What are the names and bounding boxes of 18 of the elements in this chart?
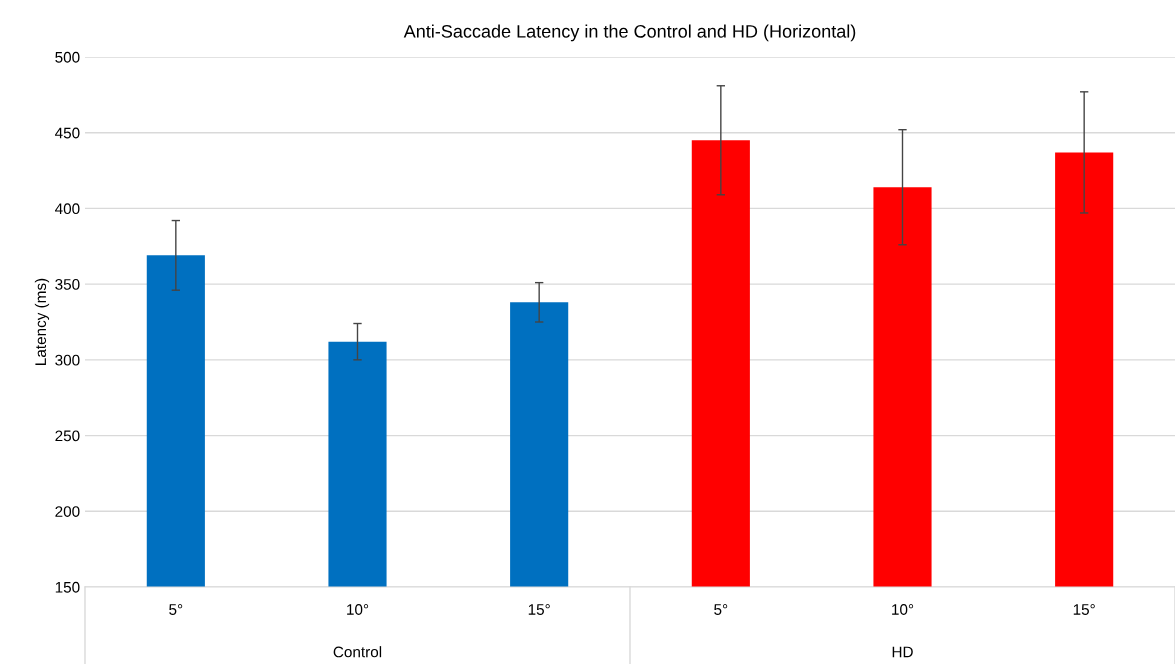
y-tick-label: 350 bbox=[55, 279, 80, 290]
x-tick-label: 10° bbox=[347, 604, 369, 615]
y-tick-label: 200 bbox=[55, 506, 80, 517]
y-tick-label: 150 bbox=[55, 581, 80, 593]
y-tick-label: 450 bbox=[55, 127, 80, 139]
x-tick-label: 10° bbox=[892, 604, 914, 615]
x-tick-label: 5° bbox=[169, 604, 183, 615]
y-tick-label: 250 bbox=[55, 430, 80, 442]
chart-title: Anti-Saccade Latency in the Control and HD (Horizontal) bbox=[403, 24, 856, 42]
y-tick-label: 500 bbox=[55, 51, 80, 63]
y-tick-label: 400 bbox=[55, 203, 80, 215]
x-tick-label: 15° bbox=[528, 604, 550, 615]
y-axis-title: Latency (ms) bbox=[34, 278, 50, 365]
x-tick-label: 5° bbox=[714, 604, 728, 615]
text: Control bbox=[333, 646, 382, 658]
text: HD bbox=[892, 646, 913, 658]
y-tick-label: 300 bbox=[55, 354, 80, 366]
x-tick-label: 15° bbox=[1073, 604, 1095, 615]
